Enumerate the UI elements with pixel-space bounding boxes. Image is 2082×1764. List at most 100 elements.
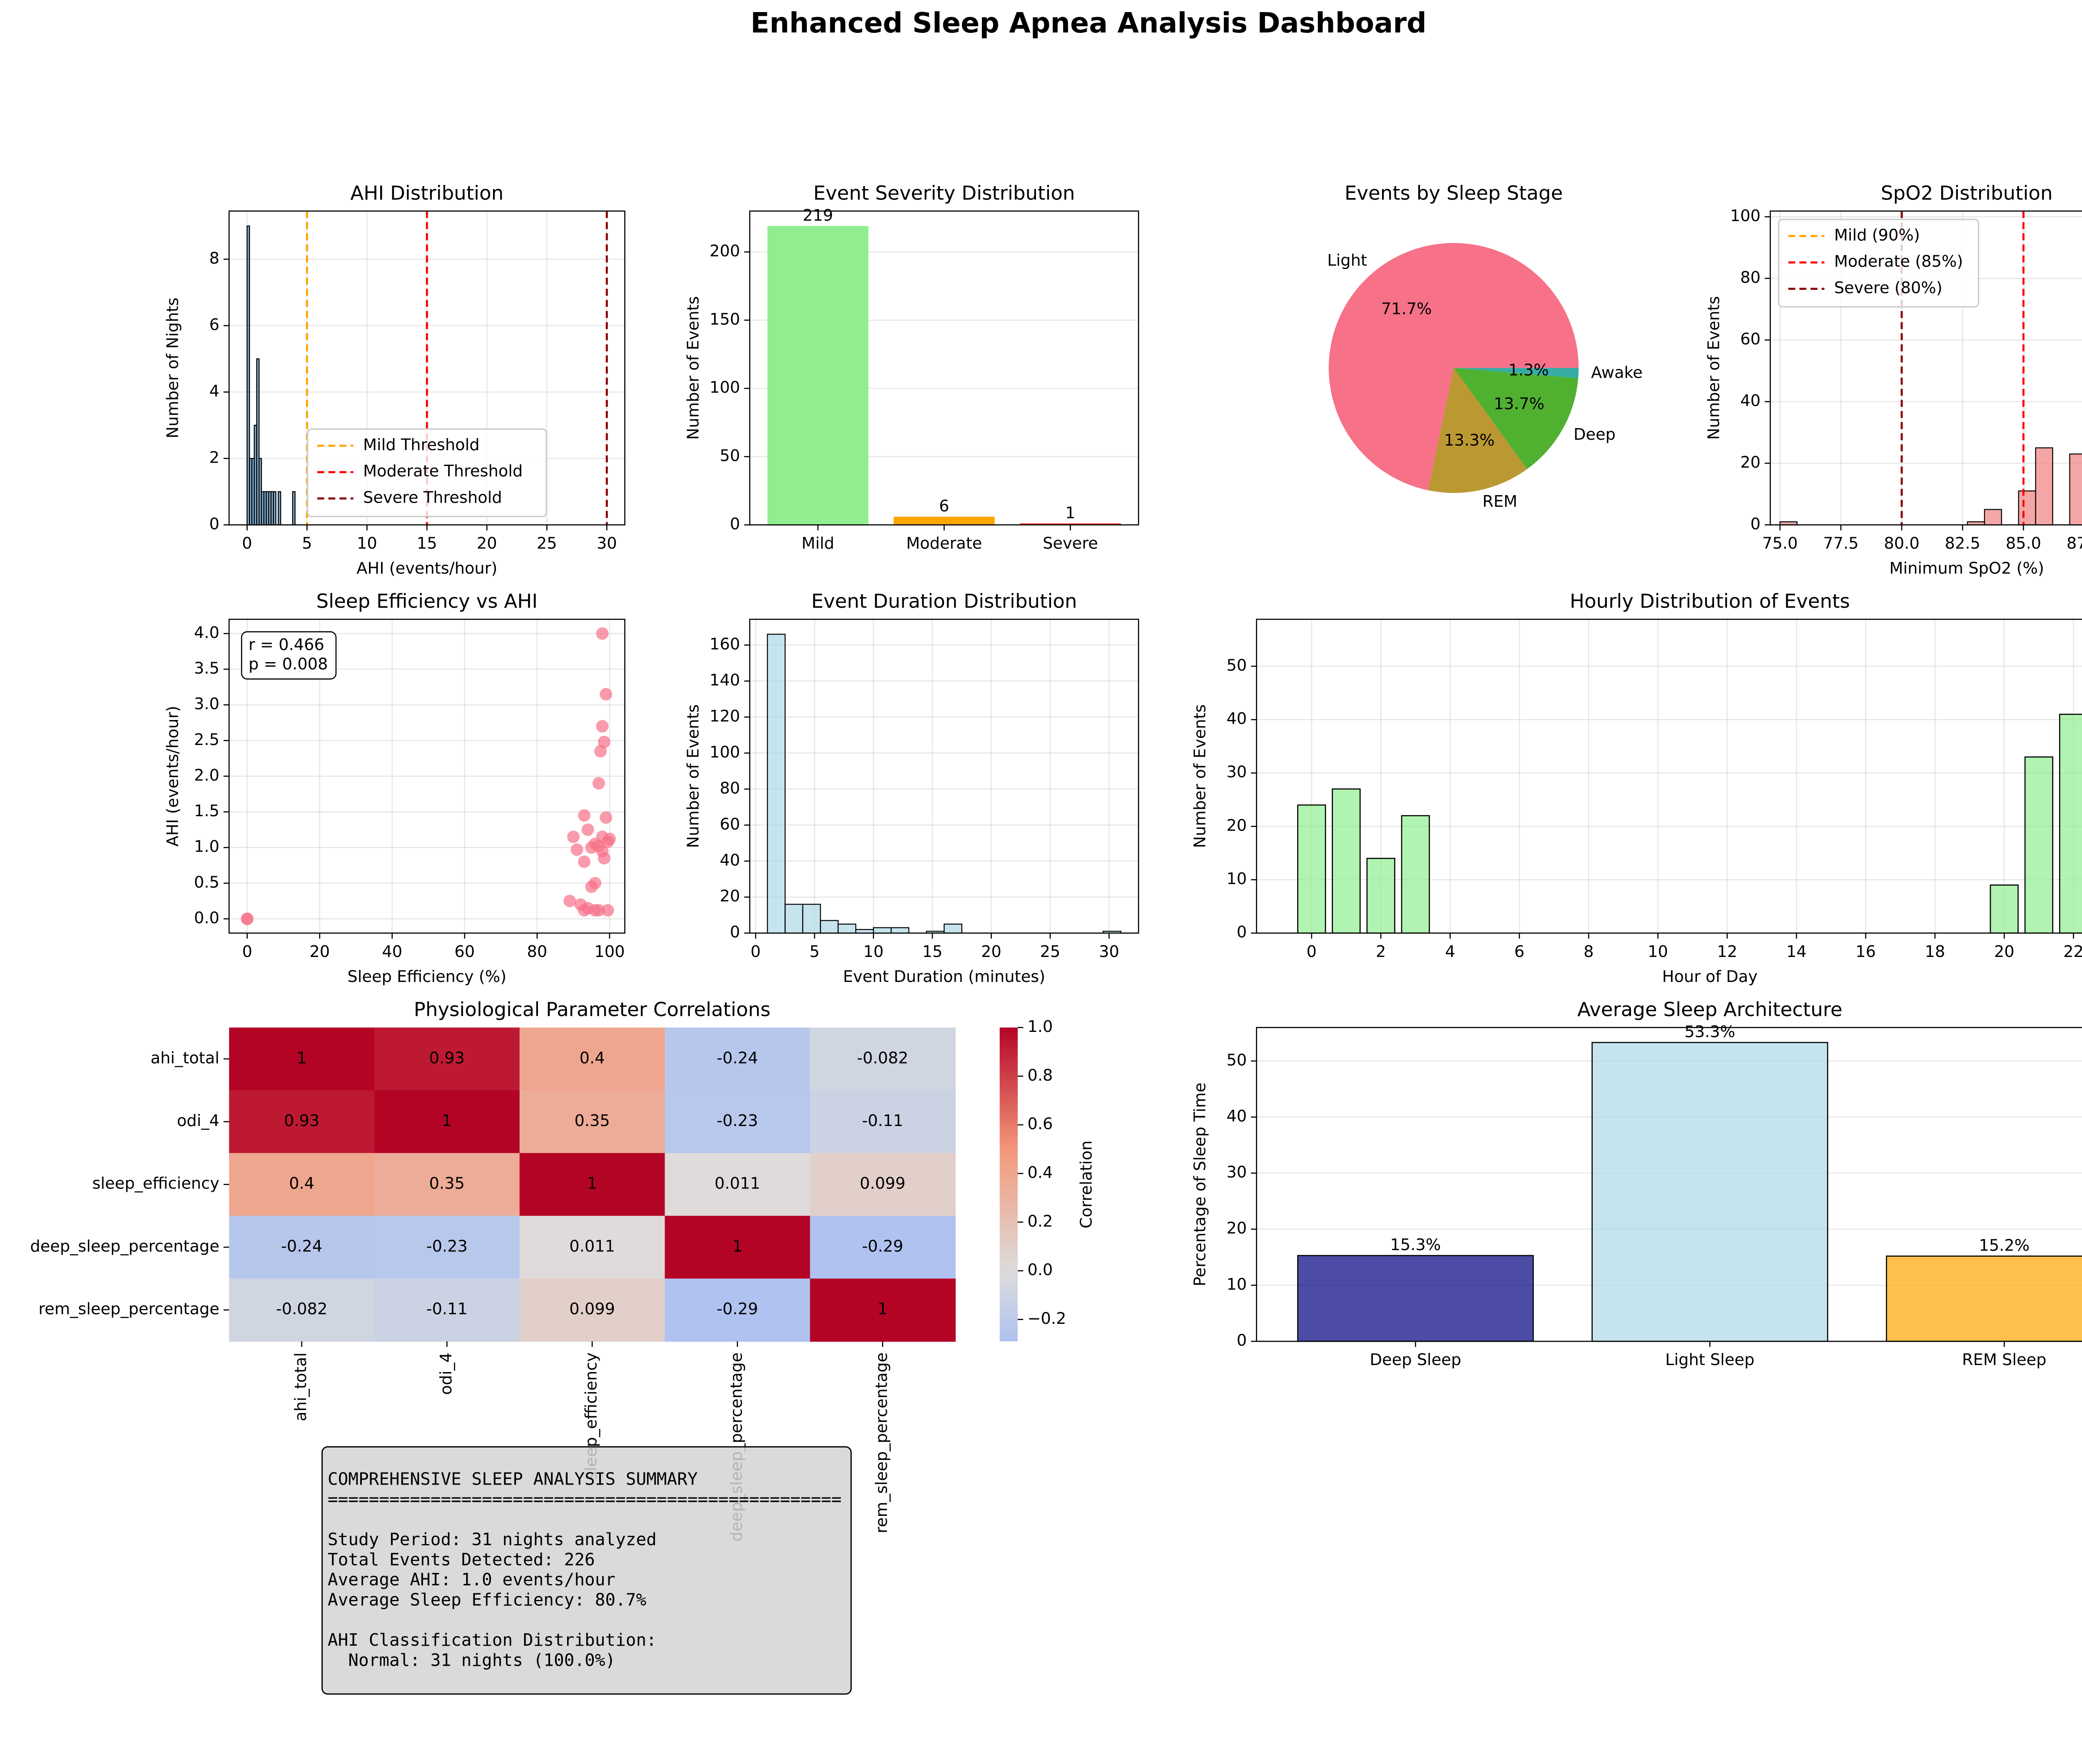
heatmap-value: -0.24 bbox=[281, 1237, 322, 1256]
y-tick-label: 0.5 bbox=[194, 873, 219, 892]
y-axis-label: Percentage of Sleep Time bbox=[1191, 1083, 1210, 1286]
colorbar-tick-label: 0.0 bbox=[1027, 1261, 1053, 1279]
legend-label: Mild Threshold bbox=[363, 436, 480, 454]
x-tick-label: 14 bbox=[1786, 942, 1807, 961]
heatmap-cell bbox=[810, 1090, 956, 1154]
heatmap-cell bbox=[229, 1278, 375, 1342]
axes-frame bbox=[228, 210, 625, 526]
y-tick-label: 20 bbox=[1227, 816, 1247, 835]
y-axis-label: Number of Events bbox=[684, 296, 703, 440]
axes-frame bbox=[1256, 1027, 2082, 1342]
heatmap-value: 0.011 bbox=[715, 1174, 760, 1193]
y-tick-label: 10 bbox=[1227, 870, 1247, 888]
summary-line: Normal: 31 nights (100.0%) bbox=[328, 1650, 615, 1670]
bar bbox=[1886, 1256, 2082, 1342]
bar-value-label: 6 bbox=[939, 497, 949, 516]
axes-title: Event Severity Distribution bbox=[813, 182, 1075, 204]
axes-frame bbox=[749, 618, 1139, 934]
pie-percent: 13.3% bbox=[1444, 431, 1495, 450]
x-tick-label: 15 bbox=[922, 942, 943, 961]
x-tick-label: 2 bbox=[1376, 942, 1386, 961]
y-tick-label: 0 bbox=[1751, 515, 1761, 533]
x-tick-label: 0 bbox=[1307, 942, 1317, 961]
x-tick-label: 20 bbox=[309, 942, 330, 961]
scatter-point bbox=[596, 720, 609, 733]
y-tick-label: 0 bbox=[730, 923, 740, 942]
x-tick-label: 5 bbox=[809, 942, 819, 961]
summary-line: Average Sleep Efficiency: 80.7% bbox=[328, 1590, 647, 1610]
heatmap-value: 0.4 bbox=[580, 1049, 605, 1067]
x-tick-label: 12 bbox=[1717, 942, 1737, 961]
heatmap-cell bbox=[810, 1278, 956, 1342]
x-tick-label: Mild bbox=[802, 534, 834, 553]
colorbar-tick-label: 1.0 bbox=[1027, 1017, 1053, 1036]
y-tick-label: 0.0 bbox=[194, 909, 219, 927]
y-tick-label: 2.5 bbox=[194, 730, 219, 749]
y-tick-label: 10 bbox=[1227, 1275, 1247, 1294]
heatmap-value: 1 bbox=[442, 1111, 452, 1130]
summary-line: ========================================… bbox=[328, 1489, 842, 1509]
x-axis-label: Sleep Efficiency (%) bbox=[347, 967, 506, 986]
scatter-point bbox=[592, 904, 605, 917]
histogram-bar bbox=[767, 633, 786, 934]
bar-value-label: 53.3% bbox=[1684, 1023, 1735, 1041]
heatmap-value: -0.11 bbox=[862, 1111, 903, 1130]
axes-title: Average Sleep Architecture bbox=[1577, 999, 1843, 1021]
x-tick-label: 10 bbox=[357, 534, 377, 553]
y-tick-label: 1.0 bbox=[194, 837, 219, 856]
x-tick-label: rem_sleep_percentage bbox=[872, 1353, 891, 1533]
bar bbox=[767, 226, 869, 525]
annotation-text: r = 0.466 bbox=[249, 635, 324, 654]
x-tick-label: odi_4 bbox=[437, 1353, 456, 1395]
histogram-bar bbox=[784, 904, 804, 934]
dashboard-title: Enhanced Sleep Apnea Analysis Dashboard bbox=[750, 7, 1426, 39]
x-tick-label: 75.0 bbox=[1762, 534, 1798, 553]
histogram-bar bbox=[802, 904, 821, 934]
scatter-point bbox=[596, 627, 609, 640]
histogram-bar bbox=[944, 923, 962, 934]
x-tick-label: 60 bbox=[454, 942, 475, 961]
y-tick-label: 2.0 bbox=[194, 766, 219, 785]
pie-wedge bbox=[1454, 368, 1579, 379]
heatmap-value: 1 bbox=[732, 1237, 742, 1256]
heatmap-cell bbox=[374, 1278, 520, 1342]
x-tick-label: 10 bbox=[863, 942, 884, 961]
bar bbox=[1366, 857, 1395, 934]
heatmap-value: 0.099 bbox=[569, 1300, 615, 1318]
histogram-bar bbox=[278, 491, 281, 526]
axes-title: Sleep Efficiency vs AHI bbox=[316, 590, 538, 613]
y-tick-label: 160 bbox=[710, 635, 740, 653]
y-tick-label: rem_sleep_percentage bbox=[38, 1300, 219, 1318]
scatter-point bbox=[600, 811, 613, 824]
histogram-bar bbox=[2069, 453, 2082, 526]
pie-wedge bbox=[1428, 368, 1527, 493]
y-tick-label: 50 bbox=[1227, 656, 1247, 675]
y-tick-label: sleep_efficiency bbox=[92, 1174, 219, 1193]
x-tick-label: 20 bbox=[1994, 942, 2015, 961]
histogram-bar bbox=[1984, 509, 2002, 526]
scatter-point bbox=[578, 809, 591, 822]
histogram-bar bbox=[2035, 447, 2053, 526]
bar-value-label: 15.2% bbox=[1979, 1236, 2030, 1255]
x-tick-label: 5 bbox=[302, 534, 312, 553]
summary-line: COMPREHENSIVE SLEEP ANALYSIS SUMMARY bbox=[328, 1469, 698, 1489]
y-tick-label: 4 bbox=[209, 382, 219, 401]
pie-label: Deep bbox=[1574, 425, 1616, 444]
y-tick-label: 100 bbox=[1730, 207, 1761, 225]
bar-value-label: 15.3% bbox=[1390, 1236, 1441, 1254]
scatter-point bbox=[567, 830, 580, 843]
y-tick-label: deep_sleep_percentage bbox=[30, 1237, 219, 1256]
heatmap-cell bbox=[229, 1216, 375, 1279]
pie-wedge bbox=[1454, 368, 1579, 469]
x-tick-label: 6 bbox=[1514, 942, 1524, 961]
heatmap-cell bbox=[810, 1153, 956, 1216]
x-tick-label: 30 bbox=[597, 534, 617, 553]
heatmap-value: 0.35 bbox=[429, 1174, 465, 1193]
scatter-point bbox=[585, 880, 598, 893]
summary-line: Study Period: 31 nights analyzed bbox=[328, 1529, 657, 1549]
heatmap-cell bbox=[229, 1027, 375, 1091]
y-tick-label: 50 bbox=[720, 446, 740, 465]
legend-label: Moderate Threshold bbox=[363, 462, 523, 481]
heatmap-cell bbox=[519, 1216, 665, 1279]
bar-value-label: 219 bbox=[803, 206, 833, 225]
